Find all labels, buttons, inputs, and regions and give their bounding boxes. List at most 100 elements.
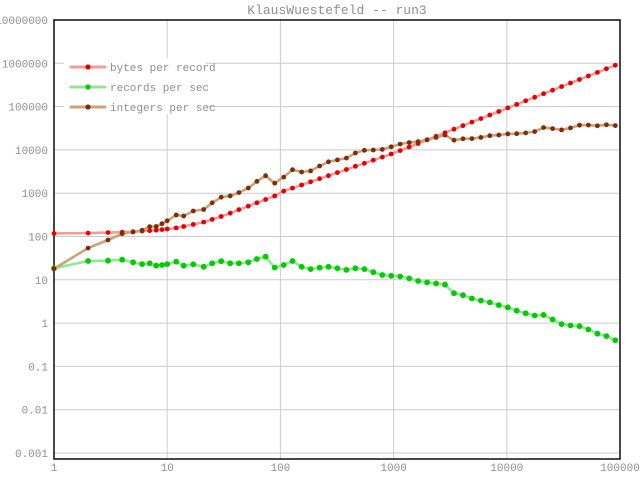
data-point-records-per-sec <box>280 262 287 268</box>
data-point-records-per-sec <box>130 259 137 266</box>
data-point-bytes-per-record <box>496 109 502 114</box>
data-point-records-per-sec <box>433 280 439 287</box>
y-tick-label: 1000 <box>22 189 48 201</box>
data-point-bytes-per-record <box>577 77 582 82</box>
legend-label: records per sec <box>110 83 209 95</box>
data-point-integers-per-sec <box>595 123 600 129</box>
data-point-records-per-sec <box>397 273 404 280</box>
x-tick-label: 10000 <box>490 463 523 475</box>
data-point-records-per-sec <box>585 326 592 333</box>
series-line-records-per-sec <box>52 255 617 342</box>
data-point-bytes-per-record <box>550 87 555 93</box>
data-point-records-per-sec <box>415 278 421 284</box>
data-point-bytes-per-record <box>105 230 111 236</box>
data-point-integers-per-sec <box>344 155 349 161</box>
data-point-bytes-per-record <box>451 126 457 132</box>
data-point-integers-per-sec <box>209 200 215 206</box>
data-point-integers-per-sec <box>263 173 268 179</box>
data-point-bytes-per-record <box>604 66 609 72</box>
data-point-records-per-sec <box>379 272 386 278</box>
data-point-integers-per-sec <box>190 208 196 214</box>
legend-dot-sample <box>85 64 91 70</box>
data-point-bytes-per-record <box>326 173 331 179</box>
data-point-integers-per-sec <box>586 122 591 128</box>
data-point-integers-per-sec <box>227 193 233 199</box>
data-point-integers-per-sec <box>51 266 57 272</box>
legend-item: records per sec <box>69 83 209 95</box>
data-point-records-per-sec <box>289 258 296 264</box>
data-point-integers-per-sec <box>532 129 538 135</box>
data-point-integers-per-sec <box>236 190 242 196</box>
x-tick-label: 1 <box>51 463 58 475</box>
data-point-bytes-per-record <box>379 154 385 160</box>
data-point-records-per-sec <box>460 292 466 299</box>
data-point-records-per-sec <box>316 264 323 271</box>
data-point-bytes-per-record <box>245 203 251 209</box>
data-point-records-per-sec <box>567 322 574 329</box>
y-tick-label: 0.01 <box>22 406 49 418</box>
data-point-integers-per-sec <box>272 180 278 186</box>
data-series <box>51 62 619 344</box>
data-point-records-per-sec <box>227 260 234 267</box>
data-point-integers-per-sec <box>181 213 187 219</box>
data-point-integers-per-sec <box>388 144 394 150</box>
data-point-integers-per-sec <box>460 136 466 142</box>
data-point-integers-per-sec <box>153 224 159 229</box>
data-point-bytes-per-record <box>317 176 322 182</box>
data-point-bytes-per-record <box>281 188 287 194</box>
data-point-records-per-sec <box>325 263 332 270</box>
data-point-records-per-sec <box>139 261 146 267</box>
data-point-bytes-per-record <box>514 102 520 107</box>
data-point-integers-per-sec <box>353 150 358 156</box>
data-point-bytes-per-record <box>147 228 153 234</box>
data-point-integers-per-sec <box>541 125 546 130</box>
data-point-records-per-sec <box>486 299 493 306</box>
data-point-records-per-sec <box>594 330 601 337</box>
data-point-records-per-sec <box>254 256 260 262</box>
data-point-integers-per-sec <box>326 159 331 165</box>
data-point-records-per-sec <box>343 267 350 273</box>
data-point-integers-per-sec <box>559 127 564 133</box>
y-tick-label: 10000000 <box>0 16 48 28</box>
data-point-records-per-sec <box>173 258 180 265</box>
y-tick-label: 10 <box>35 276 48 288</box>
data-point-records-per-sec <box>603 333 610 339</box>
data-point-integers-per-sec <box>119 231 125 237</box>
data-point-records-per-sec <box>558 321 565 327</box>
plot-border <box>53 19 621 460</box>
data-point-records-per-sec <box>513 307 520 314</box>
data-point-bytes-per-record <box>487 112 493 118</box>
legend-dot-sample <box>85 104 91 110</box>
data-point-bytes-per-record <box>201 219 207 225</box>
series-line-integers-per-sec <box>52 123 617 271</box>
data-point-integers-per-sec <box>523 130 529 136</box>
data-point-integers-per-sec <box>362 147 367 153</box>
data-point-integers-per-sec <box>317 163 322 169</box>
data-point-records-per-sec <box>153 262 160 269</box>
data-point-integers-per-sec <box>85 245 91 251</box>
legend-dot-sample <box>85 84 91 90</box>
data-point-bytes-per-record <box>85 230 91 236</box>
data-point-records-per-sec <box>298 263 305 270</box>
data-point-integers-per-sec <box>604 122 609 128</box>
data-point-records-per-sec <box>540 312 547 318</box>
data-point-records-per-sec <box>531 312 538 319</box>
data-point-bytes-per-record <box>153 227 159 233</box>
data-point-bytes-per-record <box>406 144 412 150</box>
data-point-records-per-sec <box>105 257 111 264</box>
y-tick-label: 1 <box>41 319 48 331</box>
data-point-integers-per-sec <box>147 224 153 230</box>
axis-tick-labels: 1 10 100 1000 10000 1000001000000010000001000… <box>0 16 640 475</box>
data-point-bytes-per-record <box>559 84 564 89</box>
data-point-records-per-sec <box>370 269 377 276</box>
data-point-bytes-per-record <box>568 80 573 86</box>
legend-label: integers per sec <box>110 103 216 115</box>
data-point-bytes-per-record <box>290 185 295 191</box>
data-point-integers-per-sec <box>514 131 520 137</box>
data-point-integers-per-sec <box>370 147 376 153</box>
data-point-integers-per-sec <box>612 123 618 128</box>
data-point-integers-per-sec <box>290 167 295 173</box>
data-point-bytes-per-record <box>388 151 394 157</box>
data-point-records-per-sec <box>522 310 529 317</box>
